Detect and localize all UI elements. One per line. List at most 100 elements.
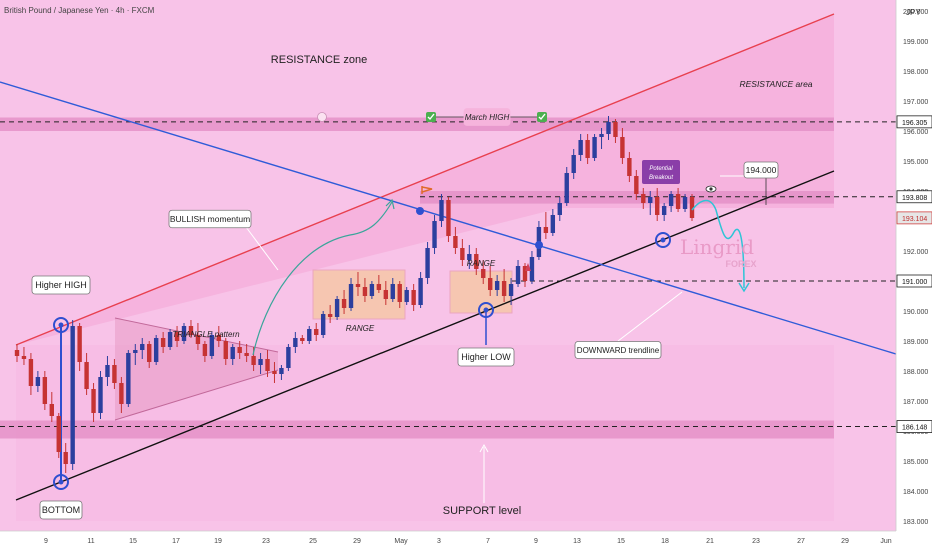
candle [376, 275, 382, 293]
candle-body [675, 194, 681, 209]
candle-body [564, 173, 569, 203]
candle [258, 353, 263, 374]
candle-body [140, 344, 145, 350]
zone-breakout-band [420, 191, 834, 204]
candle [557, 197, 562, 221]
candle-body [28, 359, 34, 386]
x-tick-label: 29 [353, 538, 361, 545]
x-tick-label: 18 [661, 538, 669, 545]
candle-body [620, 137, 625, 158]
x-tick-label: 15 [129, 538, 137, 545]
bullish-connector [245, 226, 279, 271]
potential-breakout-box [642, 160, 680, 184]
candle [49, 392, 54, 422]
x-tick-label: 9 [44, 538, 48, 545]
price-tag-box [896, 190, 932, 204]
price-tag-label: 196.305 [902, 120, 927, 127]
candle-body [56, 416, 61, 452]
candle-body [42, 377, 48, 404]
candle [355, 272, 361, 296]
candle-body [390, 284, 395, 299]
y-tick-label: 185.000 [903, 459, 928, 466]
candle-body [543, 227, 549, 233]
label-range-1: RANGE [346, 324, 375, 333]
candle-body [258, 359, 263, 365]
label-downward-trendline-box [574, 341, 662, 359]
x-tick-label: 11 [87, 538, 94, 545]
candle [613, 119, 618, 143]
x-tick-label: May [394, 538, 408, 545]
candle-body [300, 338, 305, 341]
x-tick-label: 13 [573, 538, 581, 545]
x-axis-panel [0, 531, 932, 550]
higher-high-marker-dot [58, 322, 64, 328]
candle [160, 332, 166, 353]
label-target-194000-box [743, 161, 779, 179]
x-tick-label: 29 [841, 538, 849, 545]
candle [112, 359, 117, 389]
candle [655, 188, 660, 221]
x-tick-label: 23 [262, 538, 270, 545]
candle [487, 266, 493, 296]
candle-body [376, 284, 382, 290]
y-tick-label: 187.000 [903, 399, 928, 406]
check-icon-left-mark [427, 113, 435, 121]
candle [327, 305, 333, 323]
candle-body [655, 197, 660, 215]
candle-body [327, 314, 333, 317]
candle [188, 320, 194, 338]
label-range-2: RANGE [467, 259, 496, 268]
price-tag-box [896, 115, 932, 129]
candle-body [91, 389, 96, 413]
candle-body [63, 452, 68, 464]
candle-body [272, 371, 277, 374]
resistance-channel-line [15, 13, 835, 346]
candle-body [515, 266, 521, 284]
y-tick-label: 184.000 [903, 489, 928, 496]
price-tag-box [896, 211, 932, 225]
candle-body [494, 281, 500, 290]
candle [140, 338, 145, 359]
candle [70, 320, 75, 470]
candle-body [160, 338, 166, 347]
support-level-arrowhead [479, 443, 489, 453]
price-tag-box [896, 420, 932, 433]
candle [286, 344, 291, 371]
candle [439, 194, 444, 227]
y-tick-label: 190.000 [903, 309, 928, 316]
projection-arrowhead [738, 282, 750, 293]
candle [578, 134, 583, 161]
candle [209, 332, 215, 359]
candle-body [49, 404, 54, 416]
symbol-line: British Pound / Japanese Yen · 4h · FXCM [4, 6, 155, 15]
candle [28, 353, 34, 395]
candle-body [501, 281, 507, 296]
candle-body [348, 284, 354, 308]
candle [119, 377, 124, 413]
candle-body [202, 344, 208, 356]
candle-body [147, 344, 152, 362]
candle [126, 350, 131, 407]
candle-body [112, 365, 117, 383]
candle [585, 134, 590, 164]
candle [314, 323, 319, 341]
candle-body [661, 206, 667, 215]
candle [77, 323, 82, 371]
candle-body [119, 383, 124, 404]
candle [63, 443, 68, 473]
candle [383, 281, 389, 305]
rocket-icon [525, 263, 531, 271]
candle [467, 245, 472, 269]
candle-body [244, 353, 249, 356]
candle [641, 188, 646, 209]
label-higher-low-box [457, 347, 515, 367]
candle [147, 341, 152, 368]
label-resistance-area: RESISTANCE area [739, 79, 812, 89]
label-resistance-zone: RESISTANCE zone [271, 54, 367, 66]
candle [362, 278, 368, 302]
candle [91, 383, 96, 422]
candle-body [230, 347, 235, 359]
candle-body [355, 284, 361, 287]
